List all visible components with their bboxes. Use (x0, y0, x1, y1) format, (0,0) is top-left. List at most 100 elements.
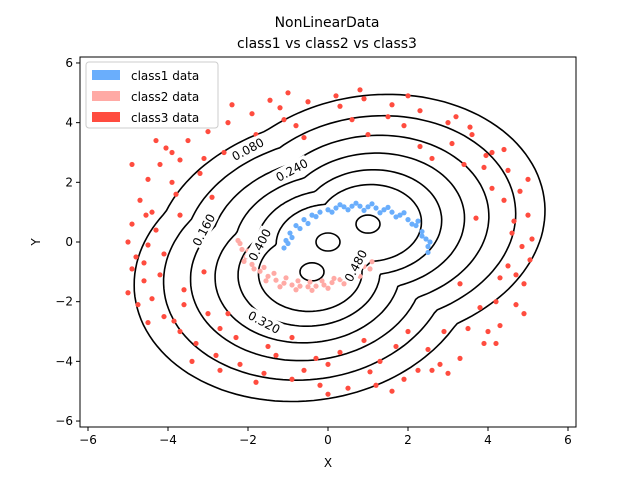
data-point-class1-data (419, 233, 425, 239)
data-point-class1-data (361, 207, 367, 213)
data-point-class3-data (225, 120, 231, 126)
data-point-class2-data (309, 287, 315, 293)
data-point-class3-data (137, 197, 143, 203)
data-point-class3-data (289, 334, 295, 341)
data-point-class3-data (141, 278, 147, 284)
data-point-class1-data (317, 209, 323, 215)
data-point-class3-data (493, 340, 499, 347)
data-point-class3-data (513, 272, 519, 278)
data-point-class2-data (277, 284, 283, 290)
data-point-class2-data (367, 266, 373, 272)
data-point-class3-data (483, 152, 489, 159)
data-point-class3-data (521, 281, 527, 287)
data-point-class3-data (177, 212, 183, 218)
legend-label-class1: class1 data (131, 69, 199, 83)
legend-swatch-class1 (92, 70, 120, 80)
y-axis-label: Y (29, 238, 43, 247)
data-point-class3-data (289, 376, 295, 382)
data-point-class1-data (385, 204, 391, 210)
data-point-class3-data (461, 161, 467, 168)
data-point-class1-data (309, 212, 315, 218)
data-point-class1-data (297, 225, 303, 232)
data-point-class3-data (197, 170, 203, 176)
data-point-class1-data (377, 210, 383, 216)
data-point-class1-data (381, 207, 387, 213)
y-tick-label: −4 (55, 354, 73, 368)
data-point-class3-data (481, 164, 487, 171)
data-point-class2-data (297, 283, 303, 289)
data-point-class3-data (405, 93, 411, 99)
legend-swatch-class3 (92, 112, 120, 122)
data-point-class1-data (293, 222, 299, 229)
data-point-class3-data (185, 137, 191, 144)
data-point-class3-data (217, 325, 223, 332)
data-point-class3-data (225, 311, 231, 317)
data-point-class1-data (349, 203, 355, 209)
data-point-class3-data (233, 334, 239, 341)
data-point-class2-data (235, 237, 241, 244)
data-point-class3-data (513, 302, 519, 308)
data-point-class3-data (149, 209, 155, 215)
data-point-class3-data (367, 369, 373, 375)
data-point-class2-data (257, 268, 263, 274)
data-point-class1-data (425, 249, 431, 256)
x-tick-label: −6 (79, 433, 97, 447)
data-point-class3-data (213, 352, 219, 358)
data-point-class2-data (263, 278, 269, 284)
data-point-class3-data (389, 388, 395, 394)
data-point-class3-data (417, 108, 423, 114)
legend: class1 data class2 data class3 data (85, 61, 219, 129)
data-point-class2-data (249, 261, 255, 267)
data-point-class1-data (369, 201, 375, 207)
data-point-class3-data (181, 302, 187, 308)
data-point-class3-data (163, 145, 169, 151)
data-point-class3-data (133, 254, 139, 260)
data-point-class3-data (145, 242, 151, 248)
data-point-class3-data (193, 340, 199, 347)
data-point-class3-data (457, 281, 463, 287)
data-point-class1-data (373, 205, 379, 211)
scatter-points (125, 87, 535, 397)
x-tick-label: 6 (564, 433, 572, 447)
data-point-class3-data (153, 227, 159, 233)
data-point-class2-data (265, 273, 271, 279)
data-point-class1-data (419, 228, 425, 235)
data-point-class3-data (467, 124, 473, 130)
data-point-class2-data (251, 266, 257, 272)
data-point-class3-data (393, 343, 399, 350)
data-point-class3-data (171, 318, 177, 324)
data-point-class3-data (189, 358, 195, 364)
data-point-class1-data (337, 202, 343, 208)
data-point-class3-data (145, 319, 151, 326)
data-point-class3-data (429, 155, 435, 162)
data-point-class1-data (301, 217, 307, 223)
data-point-class3-data (337, 349, 343, 356)
data-point-class3-data (157, 161, 163, 168)
data-point-class3-data (465, 325, 471, 332)
data-point-class2-data (295, 278, 301, 284)
data-point-class3-data (181, 287, 187, 293)
data-point-class3-data (415, 367, 421, 373)
legend-swatch-class2 (92, 91, 120, 101)
data-point-class3-data (161, 251, 167, 257)
data-point-class1-data (423, 236, 429, 242)
data-point-class3-data (405, 328, 411, 335)
data-point-class2-data (329, 279, 335, 286)
contour-inner-loop (355, 214, 381, 234)
legend-label-class2: class2 data (131, 90, 199, 104)
data-point-class3-data (505, 263, 511, 269)
data-point-class1-data (281, 245, 287, 251)
data-point-class2-data (271, 270, 277, 276)
data-point-class2-data (369, 259, 375, 265)
chart-title: NonLinearData (275, 15, 380, 31)
contour-label-bg (340, 246, 371, 286)
data-point-class2-data (325, 285, 331, 291)
data-point-class3-data (469, 131, 475, 138)
data-point-class2-data (289, 282, 295, 288)
data-point-class1-data (413, 222, 419, 229)
data-point-class3-data (445, 370, 451, 376)
data-point-class1-data (285, 240, 291, 247)
data-point-class1-data (289, 234, 295, 241)
data-point-class3-data (157, 272, 163, 278)
